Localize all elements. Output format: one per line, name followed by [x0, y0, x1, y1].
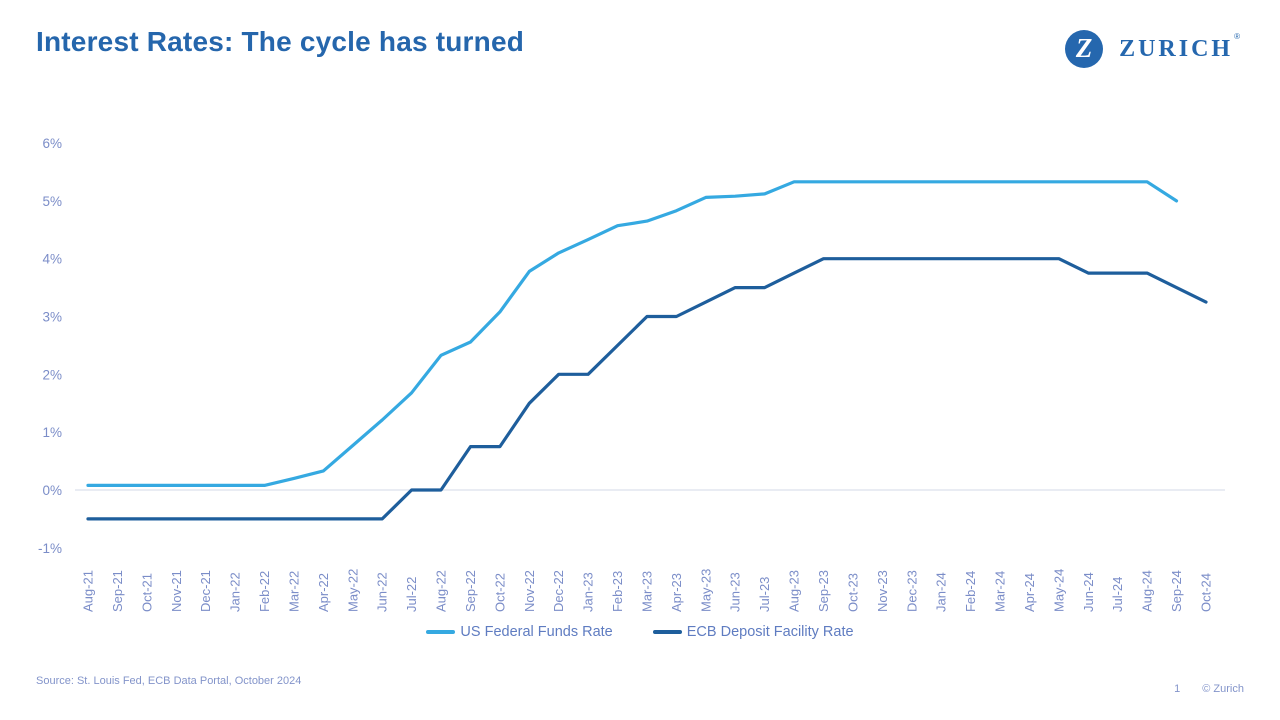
x-axis-tick-label: Jun-23 [728, 572, 743, 612]
x-axis-tick-label: Dec-23 [904, 570, 919, 612]
y-axis-tick-label: 0% [42, 483, 62, 498]
x-axis-tick-label: Nov-22 [522, 570, 537, 612]
x-axis-tick-label: May-22 [345, 569, 360, 612]
x-axis-tick-label: Jan-22 [228, 572, 243, 612]
y-axis-tick-label: 5% [42, 194, 62, 209]
source-note: Source: St. Louis Fed, ECB Data Portal, … [36, 675, 302, 687]
x-axis-tick-label: Jun-22 [375, 572, 390, 612]
x-axis-tick-label: Apr-23 [669, 573, 684, 612]
x-axis-tick-label: Jan-23 [581, 572, 596, 612]
x-axis-tick-label: May-23 [698, 569, 713, 612]
x-axis-tick-label: Mar-24 [993, 571, 1008, 612]
footer: 1 © Zurich [1174, 683, 1244, 695]
copyright: © Zurich [1202, 683, 1244, 695]
x-axis-tick-label: Dec-21 [198, 570, 213, 612]
zurich-z-roundel-icon: Z [1065, 30, 1104, 68]
y-axis-tick-label: 1% [42, 425, 62, 440]
x-axis-tick-label: Aug-22 [434, 570, 449, 612]
us-federal-funds-rate-line-swatch-icon [426, 630, 456, 634]
x-axis-tick-label: Sep-22 [463, 570, 478, 612]
legend-label-ecb-deposit-facility-rate: ECB Deposit Facility Rate [686, 624, 854, 640]
y-axis-tick-label: 6% [42, 136, 62, 151]
x-axis-tick-label: Mar-23 [639, 571, 654, 612]
x-axis-tick-label: Jun-24 [1081, 572, 1096, 612]
zurich-z-letter: Z [1075, 32, 1093, 63]
x-axis-tick-label: Mar-22 [286, 571, 301, 612]
chart-legend: US Federal Funds Rate ECB Deposit Facili… [0, 624, 1280, 640]
x-axis-tick-label: Jan-24 [934, 572, 949, 612]
x-axis-tick-label: Aug-24 [1140, 570, 1155, 612]
x-axis-tick-label: Nov-23 [875, 570, 890, 612]
x-axis-tick-label: Nov-21 [169, 570, 184, 612]
ecb-deposit-facility-rate-line-swatch-icon [652, 630, 682, 634]
x-axis-tick-label: Sep-23 [816, 570, 831, 612]
x-axis-tick-label: Feb-23 [610, 571, 625, 612]
x-axis-tick-label: Oct-21 [139, 573, 154, 612]
x-axis-tick-label: Dec-22 [551, 570, 566, 612]
x-axis-tick-label: Sep-24 [1169, 570, 1184, 612]
x-axis-tick-label: Feb-22 [257, 571, 272, 612]
x-axis-tick-label: Apr-24 [1022, 573, 1037, 612]
x-axis-tick-label: Oct-23 [845, 573, 860, 612]
x-axis-tick-label: Apr-22 [316, 573, 331, 612]
series-line-ecb-deposit-facility-rate [86, 257, 1208, 521]
x-axis-tick-label: Aug-23 [787, 570, 802, 612]
x-axis-tick-label: Oct-22 [492, 573, 507, 612]
x-axis-tick-label: Aug-21 [81, 570, 96, 612]
zurich-logo: Z ZURICH ® [1065, 30, 1240, 68]
y-axis-tick-label: 2% [42, 367, 62, 382]
series-line-us-federal-funds-rate [86, 180, 1179, 487]
registered-trademark-icon: ® [1234, 32, 1240, 41]
page-title: Interest Rates: The cycle has turned [36, 26, 525, 57]
x-axis-tick-label: Jul-22 [404, 577, 419, 612]
legend-label-us-federal-funds-rate: US Federal Funds Rate [460, 624, 613, 640]
legend-item-us-federal-funds-rate: US Federal Funds Rate [426, 624, 613, 640]
x-axis-tick-label: Sep-21 [110, 570, 125, 612]
x-axis-tick-label: May-24 [1051, 569, 1066, 612]
y-axis-tick-label: 4% [42, 252, 62, 267]
y-axis-tick-label: 3% [42, 310, 62, 325]
x-axis-tick-label: Oct-24 [1198, 573, 1213, 612]
x-axis-tick-label: Jul-24 [1110, 577, 1125, 612]
y-axis-tick-label: -1% [38, 541, 62, 556]
x-axis-tick-label: Feb-24 [963, 571, 978, 612]
x-axis-tick-label: Jul-23 [757, 577, 772, 612]
page-number: 1 [1174, 683, 1181, 695]
legend-item-ecb-deposit-facility-rate: ECB Deposit Facility Rate [652, 624, 854, 640]
zurich-wordmark: ZURICH [1119, 35, 1234, 62]
